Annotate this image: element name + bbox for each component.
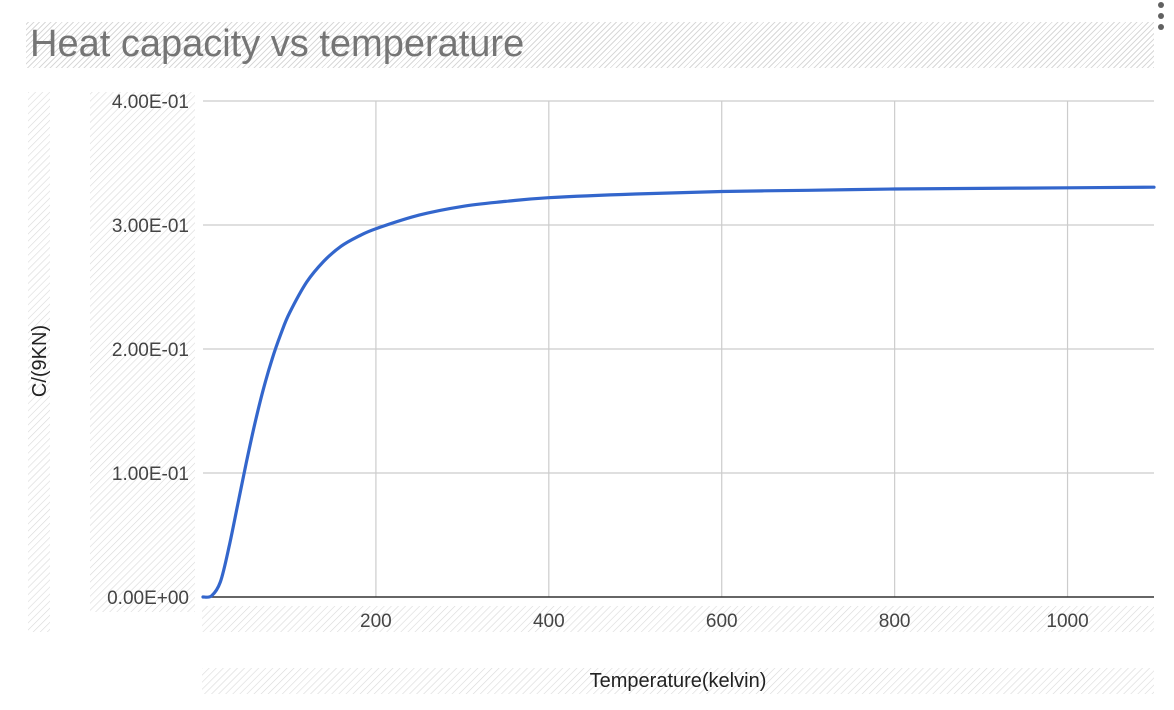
series <box>201 185 1156 599</box>
y-tick-label: 4.00E-01 <box>112 92 189 113</box>
yticks-background <box>90 92 195 612</box>
x-tick-label: 800 <box>879 611 911 632</box>
y-axis-title: C/(9KN) <box>29 325 51 397</box>
y-tick-label: 1.00E-01 <box>112 464 189 485</box>
title-background <box>26 22 1154 68</box>
x-tick-label: 400 <box>533 611 565 632</box>
chart-title: Heat capacity vs temperature <box>30 23 525 65</box>
x-axis-title: Temperature(kelvin) <box>590 670 767 692</box>
x-tick-label: 1000 <box>1046 611 1088 632</box>
series-line <box>201 185 1156 599</box>
gridlines <box>203 100 1154 597</box>
x-tick-label: 600 <box>706 611 738 632</box>
x-tick-label: 200 <box>360 611 392 632</box>
more-vert-icon[interactable] <box>1154 0 1168 40</box>
xticks-background <box>202 606 1154 632</box>
y-tick-label: 0.00E+00 <box>107 588 189 609</box>
tick-labels: 0.00E+00 1.00E-01 2.00E-01 3.00E-01 4.00E-01… <box>107 92 1089 632</box>
y-tick-label: 2.00E-01 <box>112 340 189 361</box>
y-tick-label: 3.00E-01 <box>112 216 189 237</box>
xlabel-background <box>202 668 1154 694</box>
ylabel-background <box>28 92 50 632</box>
